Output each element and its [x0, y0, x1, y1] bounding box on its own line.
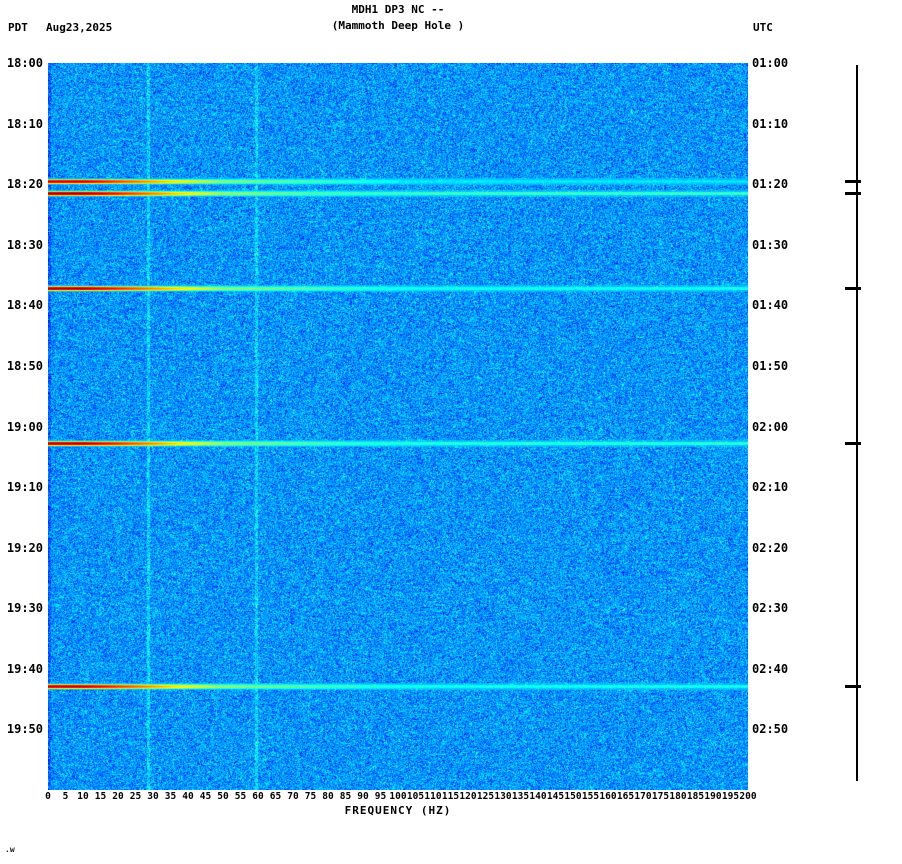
freq-tick-label: 105 [406, 791, 425, 802]
time-label-right: 02:50 [752, 722, 789, 737]
freq-tick-label: 125 [476, 791, 495, 802]
freq-tick-label: 15 [94, 791, 107, 802]
freq-tick-label: 80 [322, 791, 334, 802]
station-title: MDH1 DP3 NC -- [351, 3, 445, 16]
spectrogram-canvas [48, 63, 748, 790]
time-label-right: 01:10 [752, 116, 789, 131]
freq-tick-label: 170 [634, 791, 652, 802]
freq-tick-label: 70 [287, 791, 299, 802]
freq-tick-label: 175 [651, 791, 670, 802]
freq-tick-label: 185 [686, 791, 705, 802]
freq-tick-label: 135 [511, 791, 530, 802]
scale-bar-event-tick [845, 287, 861, 291]
time-label-right: 01:30 [752, 237, 789, 252]
time-label-left: 19:50 [6, 722, 43, 737]
freq-tick-label: 95 [374, 791, 387, 802]
time-label-left: 19:10 [6, 480, 43, 495]
freq-tick-label: 195 [721, 791, 740, 802]
freq-tick-label: 10 [77, 791, 89, 802]
freq-tick-label: 200 [739, 791, 757, 802]
freq-tick-label: 165 [616, 791, 635, 802]
scale-bar-event-tick [845, 442, 861, 446]
freq-tick-label: 120 [459, 791, 477, 802]
freq-tick-label: 130 [494, 791, 512, 802]
time-label-left: 19:00 [6, 419, 43, 434]
freq-tick-label: 5 [62, 791, 69, 802]
freq-tick-label: 50 [217, 791, 229, 802]
spectrogram-plot [48, 63, 748, 790]
station-subtitle: (Mammoth Deep Hole ) [331, 19, 465, 32]
freq-tick-label: 85 [339, 791, 352, 802]
freq-tick-label: 140 [529, 791, 547, 802]
time-label-right: 01:40 [752, 298, 789, 313]
freq-tick-label: 60 [252, 791, 264, 802]
freq-tick-label: 190 [704, 791, 722, 802]
time-label-left: 18:00 [6, 56, 43, 70]
time-label-left: 18:50 [6, 358, 43, 373]
freq-tick-label: 100 [389, 791, 407, 802]
time-label-right: 01:50 [752, 358, 789, 373]
freq-tick-label: 145 [546, 791, 565, 802]
time-label-left: 19:30 [6, 601, 43, 616]
time-label-left: 18:20 [6, 177, 43, 192]
scale-bar-line [856, 65, 858, 781]
freq-tick-label: 25 [129, 791, 142, 802]
freq-tick-label: 160 [599, 791, 617, 802]
timezone-left-label: PDT [8, 21, 28, 34]
time-label-right: 02:40 [752, 661, 789, 676]
freq-tick-label: 40 [182, 791, 194, 802]
scale-bar-event-tick [845, 684, 861, 688]
time-label-right: 02:30 [752, 601, 789, 616]
scale-bar-event-tick [845, 192, 861, 196]
freq-tick-label: 45 [199, 791, 212, 802]
freq-tick-label: 65 [269, 791, 282, 802]
time-label-left: 18:40 [6, 298, 43, 313]
time-label-right: 02:20 [752, 540, 789, 555]
freq-tick-label: 0 [45, 791, 51, 802]
time-label-left: 18:10 [6, 116, 43, 131]
time-label-left: 19:20 [6, 540, 43, 555]
freq-tick-label: 20 [112, 791, 124, 802]
freq-tick-label: 75 [304, 791, 317, 802]
freq-tick-label: 110 [424, 791, 442, 802]
freq-tick-label: 180 [669, 791, 687, 802]
left-time-axis: 18:00 18:10 18:20 18:30 18:40 18:50 19:00 19:10… [0, 56, 46, 803]
time-label-right: 01:00 [752, 56, 789, 70]
freq-tick-label: 150 [564, 791, 582, 802]
frequency-axis-label: FREQUENCY (HZ) [344, 804, 452, 817]
date-label: Aug23,2025 [46, 21, 113, 34]
time-label-left: 19:40 [6, 661, 43, 676]
freq-tick-label: 115 [441, 791, 460, 802]
freq-tick-label: 30 [147, 791, 159, 802]
freq-tick-label: 155 [581, 791, 600, 802]
time-label-right: 02:00 [752, 419, 789, 434]
footnote-mark: .w [5, 845, 15, 854]
frequency-axis: 0 5 10 15 20 25 30 35 40 45 50 55 60 65 70 75 80 85 90 95 10… [45, 791, 756, 804]
freq-tick-label: 90 [357, 791, 369, 802]
time-label-left: 18:30 [6, 237, 43, 252]
scale-bar-event-tick [845, 180, 861, 184]
freq-tick-label: 55 [234, 791, 247, 802]
time-label-right: 01:20 [752, 177, 789, 192]
time-label-right: 02:10 [752, 480, 789, 495]
right-time-axis: 01:00 01:10 01:20 01:30 01:40 01:50 02:00 02:10… [752, 56, 812, 803]
timezone-right-label: UTC [753, 21, 773, 34]
freq-tick-label: 35 [164, 791, 177, 802]
